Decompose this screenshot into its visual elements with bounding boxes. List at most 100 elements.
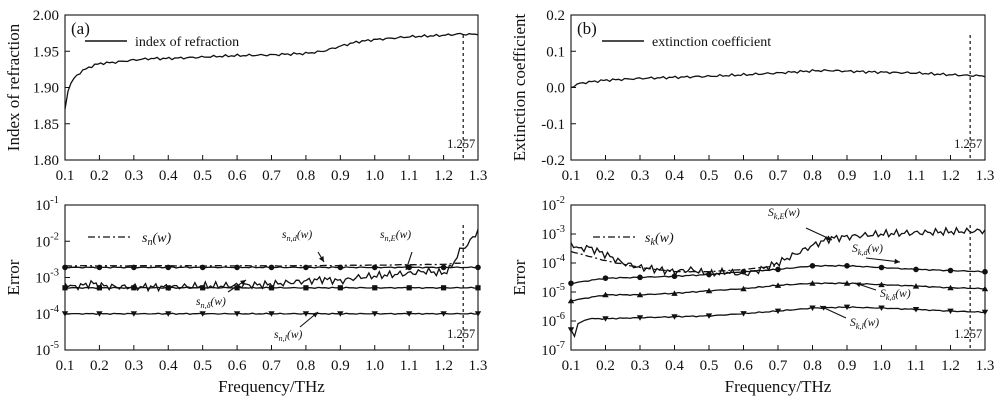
series-annotation: sn,d(w) bbox=[282, 229, 312, 243]
arrow-head bbox=[240, 280, 246, 286]
data-point bbox=[947, 308, 954, 315]
data-point bbox=[705, 287, 713, 294]
x-tick-label: 0.1 bbox=[562, 358, 581, 374]
plot-frame bbox=[64, 204, 479, 351]
y-tick-label: 1.95 bbox=[33, 44, 59, 60]
data-point bbox=[878, 281, 885, 288]
x-tick-label: 0.6 bbox=[734, 168, 753, 184]
data-point bbox=[740, 268, 747, 275]
frequency-marker-label: 1.257 bbox=[447, 327, 475, 341]
data-point bbox=[440, 264, 447, 271]
x-tick-label: 0.8 bbox=[297, 358, 316, 374]
y-tick-label: 10-2 bbox=[35, 231, 59, 250]
x-tick-label: 0.6 bbox=[228, 358, 247, 374]
plot-frame bbox=[570, 14, 986, 161]
chart-panel-1: 0.1 0.2 0.3 0.4 0.5 0.6 0.7 0.8 0.9 1.0 1.1 1.2 1.3 1… bbox=[4, 8, 487, 184]
x-tick-label: 0.6 bbox=[734, 358, 753, 374]
x-tick-label: 1.0 bbox=[365, 358, 384, 374]
frequency-marker-label: 1.257 bbox=[447, 137, 475, 151]
data-point bbox=[165, 264, 172, 271]
x-tick-label: 0.9 bbox=[331, 168, 350, 184]
x-tick-label: 0.6 bbox=[228, 168, 247, 184]
data-point bbox=[268, 285, 275, 291]
data-point bbox=[981, 285, 989, 292]
x-tick-label: 0.9 bbox=[331, 358, 350, 374]
series-line bbox=[64, 229, 479, 293]
data-point bbox=[131, 264, 137, 271]
series-annotation: Sk,l(w) bbox=[850, 317, 879, 331]
series-annotation: Sk,E(w) bbox=[768, 207, 800, 221]
x-tick-label: 1.0 bbox=[365, 168, 384, 184]
series-annotation: Sk,d(w) bbox=[852, 243, 883, 257]
data-point bbox=[602, 291, 609, 298]
data-point bbox=[61, 311, 69, 317]
x-tick-label: 0.7 bbox=[262, 358, 281, 374]
x-tick-label: 0.3 bbox=[631, 168, 650, 184]
x-tick-label: 0.9 bbox=[838, 358, 857, 374]
data-point bbox=[200, 285, 206, 291]
y-tick-label: 10-5 bbox=[35, 340, 59, 359]
x-tick-label: 0.4 bbox=[665, 168, 684, 184]
data-point bbox=[131, 285, 137, 291]
arrow-head bbox=[405, 264, 411, 270]
data-point bbox=[337, 311, 344, 317]
legend-label: sn(w) bbox=[142, 231, 172, 248]
data-point bbox=[740, 311, 747, 317]
y-tick-label: 10-4 bbox=[35, 304, 59, 323]
data-point bbox=[96, 285, 103, 291]
data-point bbox=[671, 290, 678, 296]
x-tick-label: 1.3 bbox=[469, 168, 488, 184]
data-point bbox=[165, 311, 172, 317]
legend-label: sk(w) bbox=[645, 231, 674, 248]
data-point bbox=[165, 285, 171, 291]
legend-label: index of refraction bbox=[135, 35, 239, 50]
data-point bbox=[809, 280, 816, 286]
x-tick-label: 0.3 bbox=[124, 358, 143, 374]
y-tick-label: 10-7 bbox=[541, 340, 565, 359]
data-point bbox=[912, 283, 920, 289]
y-tick-label: 10-4 bbox=[541, 253, 565, 272]
x-tick-label: 0.2 bbox=[596, 168, 615, 184]
data-point bbox=[440, 285, 447, 291]
x-tick-label: 0.8 bbox=[803, 358, 822, 374]
data-point bbox=[199, 264, 206, 271]
x-tick-label: 1.0 bbox=[872, 358, 891, 374]
data-point bbox=[912, 306, 920, 313]
y-axis-label: Error bbox=[510, 259, 529, 295]
data-point bbox=[130, 311, 138, 317]
x-tick-label: 0.1 bbox=[56, 168, 75, 184]
panel-label: (a) bbox=[71, 19, 90, 38]
data-point bbox=[637, 274, 643, 281]
y-tick-label: 0.2 bbox=[546, 8, 565, 24]
data-point bbox=[268, 311, 275, 317]
series-line bbox=[570, 226, 986, 278]
data-point bbox=[567, 297, 575, 304]
x-tick-label: 1.2 bbox=[434, 358, 453, 374]
panel-label: (b) bbox=[577, 19, 597, 38]
data-point bbox=[371, 311, 378, 317]
y-tick-label: 0.1 bbox=[546, 44, 565, 60]
x-tick-label: 1.0 bbox=[872, 168, 891, 184]
data-point bbox=[843, 280, 851, 286]
x-tick-label: 1.1 bbox=[400, 168, 419, 184]
x-tick-label: 0.4 bbox=[159, 168, 178, 184]
x-tick-label: 0.1 bbox=[56, 358, 75, 374]
arrow-head bbox=[318, 256, 324, 262]
data-point bbox=[706, 271, 712, 278]
data-point bbox=[775, 266, 781, 273]
data-point bbox=[406, 285, 412, 291]
data-point bbox=[809, 305, 816, 312]
data-point bbox=[844, 263, 850, 269]
data-point bbox=[913, 266, 919, 273]
x-axis-label: Frequency/THz bbox=[725, 377, 832, 396]
y-axis-label: Error bbox=[4, 259, 23, 295]
data-point bbox=[372, 285, 378, 291]
x-tick-label: 0.3 bbox=[631, 358, 650, 374]
x-tick-label: 1.2 bbox=[941, 358, 960, 374]
data-point bbox=[602, 275, 609, 281]
data-point bbox=[671, 314, 678, 320]
arrow-head bbox=[826, 235, 832, 241]
data-point bbox=[843, 304, 851, 311]
data-point bbox=[234, 264, 240, 271]
